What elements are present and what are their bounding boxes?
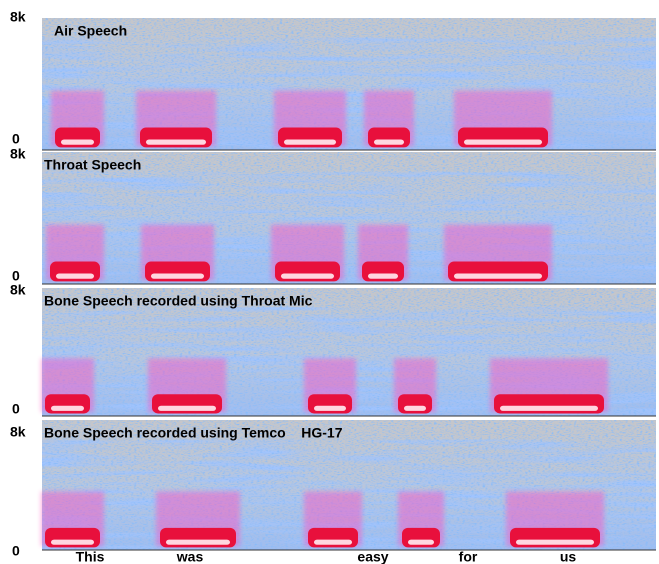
y-axis-top-label: 8k (10, 282, 26, 298)
y-axis-bottom-label: 0 (12, 401, 20, 417)
harmonic-core (314, 540, 352, 545)
spectrogram-panel: Air Speech 8k 0 (10, 9, 656, 150)
spectrogram-panel: Bone Speech recorded using Throat Mic 8k 0 (10, 282, 656, 417)
harmonic-core (408, 540, 434, 545)
harmonic-core (166, 540, 230, 545)
y-axis-top-label: 8k (10, 424, 26, 440)
harmonic-core (500, 406, 598, 411)
harmonic-core (56, 273, 94, 278)
word-labels: This was easy for us (76, 549, 577, 564)
harmonic-core (516, 540, 594, 545)
panel-title: Throat Speech (44, 157, 141, 173)
harmonic-core (51, 540, 94, 545)
harmonic-core (151, 273, 204, 278)
spectrogram-figure: Air Speech8k0Throat Speech8k0Bone Speech… (0, 0, 659, 564)
word-label: for (459, 549, 478, 564)
harmonic-core (51, 406, 84, 411)
y-axis-bottom-label: 0 (12, 131, 20, 147)
panel-title: Air Speech (54, 23, 127, 39)
harmonic-core (368, 273, 398, 278)
harmonic-core (404, 406, 426, 411)
word-label: was (176, 549, 204, 564)
spectrogram-panel: Bone Speech recorded using Temco HG-17 8k… (10, 420, 656, 559)
noise-speckle (42, 18, 656, 150)
word-label: This (76, 549, 105, 564)
panel-title: Bone Speech recorded using Throat Mic (44, 293, 313, 309)
harmonic-core (314, 406, 346, 411)
harmonic-core (454, 273, 542, 278)
harmonic-core (374, 139, 404, 144)
y-axis-top-label: 8k (10, 146, 26, 162)
y-axis-top-label: 8k (10, 9, 26, 25)
harmonic-core (281, 273, 334, 278)
harmonic-core (464, 139, 542, 144)
harmonic-core (284, 139, 336, 144)
word-label: us (560, 549, 577, 564)
panel-title: Bone Speech recorded using Temco HG-17 (44, 425, 343, 441)
y-axis-bottom-label: 0 (12, 543, 20, 559)
word-label: easy (357, 549, 388, 564)
harmonic-core (61, 139, 94, 144)
harmonic-core (158, 406, 216, 411)
harmonic-core (146, 139, 206, 144)
